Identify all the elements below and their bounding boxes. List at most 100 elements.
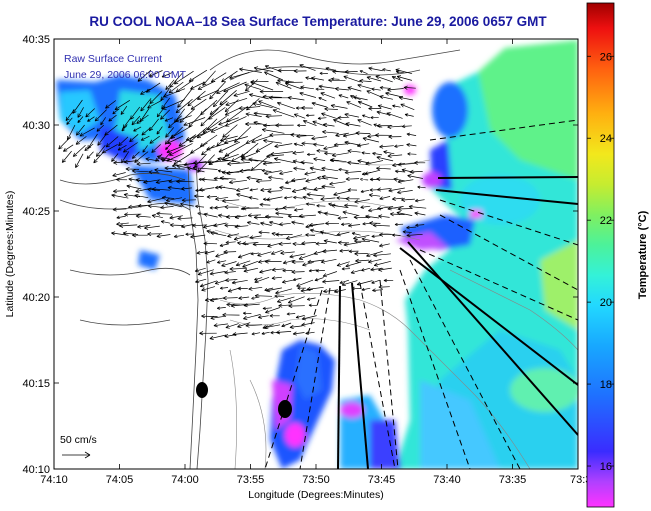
current-arrow	[364, 169, 381, 176]
current-arrow	[180, 202, 194, 207]
current-arrow	[113, 189, 128, 194]
current-arrow	[131, 151, 140, 159]
annotation-date: June 29, 2006 06:00 GMT	[64, 69, 187, 81]
current-arrow	[165, 127, 175, 138]
current-arrow	[387, 87, 404, 92]
current-arrow	[176, 179, 195, 184]
current-arrow	[336, 231, 350, 237]
current-arrow	[131, 115, 141, 126]
current-arrow	[269, 220, 281, 226]
current-arrow	[325, 221, 340, 226]
current-arrow	[378, 285, 390, 290]
current-arrow	[343, 241, 362, 247]
current-arrow	[361, 237, 380, 243]
current-arrow	[238, 106, 261, 111]
current-arrow	[372, 151, 383, 156]
current-arrow	[214, 280, 226, 285]
current-arrow	[236, 187, 249, 192]
current-arrow	[297, 123, 306, 128]
current-arrow	[282, 268, 293, 273]
current-arrow	[271, 276, 282, 280]
current-arrow	[111, 193, 129, 199]
current-arrow	[361, 287, 371, 292]
current-arrow	[222, 312, 240, 317]
current-arrow	[197, 80, 216, 90]
current-arrow	[252, 101, 273, 109]
current-arrow	[262, 306, 272, 311]
current-arrow	[379, 95, 393, 100]
current-arrow	[224, 107, 241, 116]
current-arrow	[227, 287, 240, 293]
current-arrow	[268, 175, 284, 180]
current-arrow	[338, 167, 348, 172]
current-arrow	[251, 332, 261, 336]
current-arrow	[382, 68, 391, 72]
current-arrow	[342, 210, 360, 217]
current-arrow	[58, 136, 72, 150]
current-arrow	[263, 138, 282, 144]
current-arrow	[365, 160, 384, 166]
current-arrow	[289, 253, 306, 259]
current-arrow	[338, 94, 349, 99]
current-arrow	[140, 98, 152, 112]
current-arrow	[366, 250, 383, 258]
current-arrow	[325, 66, 336, 71]
current-arrow	[221, 70, 238, 83]
current-arrow	[261, 127, 285, 134]
current-arrow	[275, 232, 293, 237]
current-arrow	[66, 117, 73, 125]
current-arrow	[265, 287, 282, 293]
current-arrow	[302, 195, 314, 200]
current-arrow	[100, 117, 106, 126]
current-arrow	[293, 142, 303, 147]
current-arrow	[227, 233, 240, 238]
current-arrow	[292, 150, 304, 155]
current-arrow	[397, 206, 413, 211]
current-arrow	[243, 303, 260, 308]
x-tick-label: 74:05	[106, 474, 134, 486]
y-tick-label: 40:25	[22, 206, 50, 218]
current-arrow	[217, 169, 227, 173]
current-arrow	[357, 159, 372, 164]
current-arrow	[225, 97, 248, 106]
current-arrow	[206, 194, 218, 199]
current-arrow	[366, 76, 382, 82]
current-arrow	[336, 261, 350, 267]
current-arrow	[378, 243, 390, 248]
current-arrow	[323, 289, 339, 294]
current-arrow	[122, 142, 138, 153]
current-arrow	[275, 288, 293, 295]
current-arrow	[149, 135, 160, 144]
current-arrow	[288, 303, 305, 309]
current-arrow	[204, 250, 215, 255]
current-arrow	[210, 124, 228, 133]
current-arrow	[360, 189, 370, 194]
current-arrow	[333, 289, 346, 294]
current-arrow	[397, 162, 415, 167]
current-arrow	[269, 132, 294, 138]
current-arrow	[355, 258, 370, 263]
current-arrow	[196, 250, 208, 255]
current-arrow	[341, 222, 350, 226]
current-arrow	[291, 220, 304, 225]
current-arrow	[378, 214, 390, 219]
current-arrow	[222, 124, 238, 138]
current-arrow	[251, 135, 273, 144]
current-arrow	[322, 129, 339, 135]
current-arrow	[344, 112, 359, 118]
current-arrow	[244, 83, 262, 90]
colorbar-tick-label: 24	[600, 133, 612, 145]
current-arrow	[365, 214, 380, 219]
current-arrow	[247, 213, 261, 218]
current-arrow	[339, 279, 350, 285]
current-arrow	[156, 108, 164, 118]
current-arrow	[177, 216, 193, 221]
current-arrow	[183, 117, 206, 127]
current-arrow	[388, 187, 405, 193]
current-arrow	[232, 332, 248, 337]
current-arrow	[301, 315, 317, 321]
current-arrow	[86, 151, 94, 160]
current-arrow	[94, 109, 107, 122]
colorbar-ticks: 16 18 20 22 24 26	[587, 51, 614, 473]
current-arrow	[257, 315, 269, 319]
